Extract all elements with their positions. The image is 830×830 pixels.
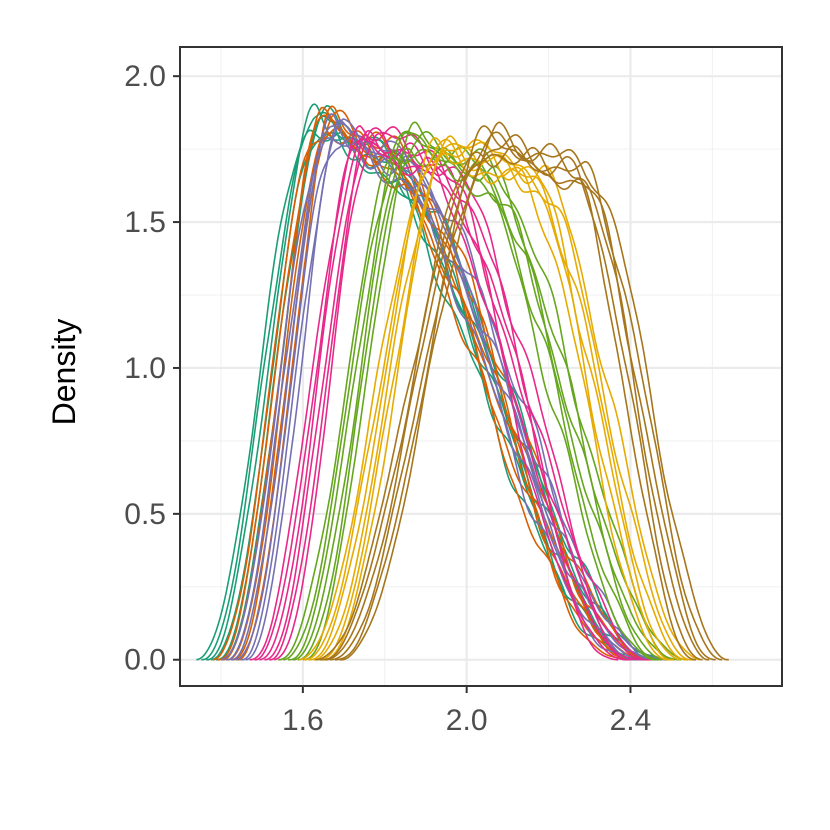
- density-curve: [308, 141, 681, 661]
- density-curve: [235, 137, 655, 661]
- x-tick-label: 1.6: [282, 704, 324, 737]
- y-tick-label: 2.0: [124, 60, 166, 93]
- y-tick-label: 0.0: [124, 644, 166, 677]
- density-curve: [196, 129, 635, 661]
- density-curve: [259, 126, 632, 661]
- density-curve: [297, 131, 682, 661]
- density-curve: [292, 147, 675, 661]
- density-curve: [302, 121, 688, 661]
- density-curve: [283, 132, 662, 661]
- density-curve: [315, 145, 696, 661]
- x-tick-label: 2.4: [610, 704, 652, 737]
- density-curve: [298, 138, 668, 661]
- y-axis-title: Density: [46, 319, 82, 426]
- density-curve: [240, 119, 661, 661]
- density-curve: [269, 129, 645, 661]
- density-curve: [264, 127, 638, 661]
- y-tick-label: 1.5: [124, 206, 166, 239]
- density-curve: [217, 106, 633, 661]
- density-curve: [323, 139, 701, 661]
- density-curve: [339, 121, 729, 661]
- density-curve: [303, 137, 674, 661]
- x-tick-label: 2.0: [446, 704, 488, 737]
- y-tick-label: 0.5: [124, 498, 166, 531]
- y-tick-label: 1.0: [124, 352, 166, 385]
- density-curve: [230, 113, 648, 661]
- density-curve: [274, 131, 651, 661]
- density-curve: [201, 111, 642, 661]
- density-curve: [254, 138, 625, 661]
- density-lines: [196, 103, 729, 661]
- y-axis: 0.0 0.5 1.0 1.5 2.0: [124, 60, 180, 677]
- density-curve: [278, 148, 655, 661]
- density-curve: [329, 146, 716, 661]
- panel-border: [179, 46, 783, 687]
- density-curve: [334, 134, 723, 661]
- density-curve: [320, 131, 703, 661]
- density-curve: [318, 135, 694, 661]
- x-axis: 1.6 2.0 2.4: [282, 686, 651, 737]
- density-curve: [313, 146, 687, 661]
